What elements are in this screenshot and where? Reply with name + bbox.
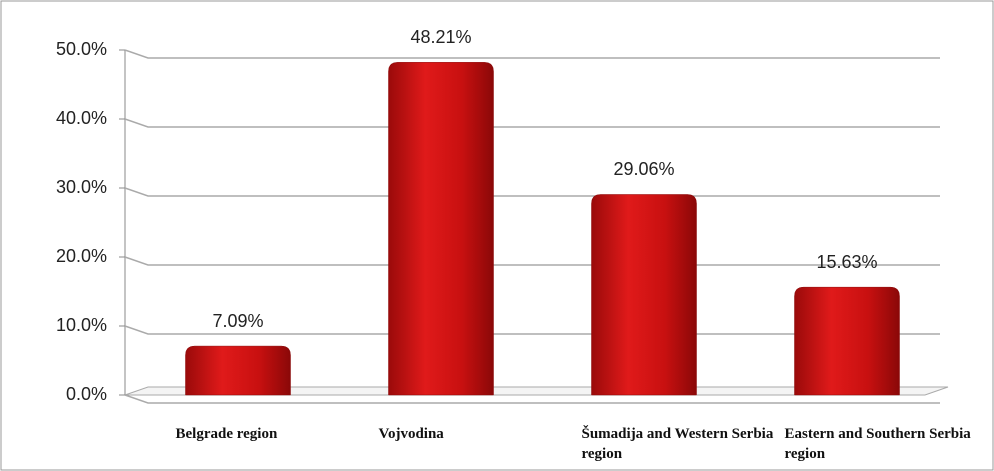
x-tick-label: Eastern and Southern Serbia region bbox=[784, 426, 971, 462]
bar bbox=[185, 345, 291, 396]
grid-line bbox=[124, 394, 940, 404]
bar bbox=[591, 194, 697, 396]
grid-line bbox=[124, 118, 940, 128]
y-tick-label: 0.0% bbox=[66, 384, 107, 404]
x-tick-label: Šumadija and Western Serbia region bbox=[581, 426, 774, 462]
grid-line bbox=[124, 187, 940, 197]
data-label: 48.21% bbox=[410, 27, 471, 47]
y-tick-label: 10.0% bbox=[56, 315, 107, 335]
bar bbox=[794, 286, 900, 396]
bar bbox=[388, 62, 494, 396]
data-label: 15.63% bbox=[816, 252, 877, 272]
x-tick-label: Vojvodina bbox=[378, 426, 444, 442]
data-label: 7.09% bbox=[212, 311, 263, 331]
data-label: 29.06% bbox=[613, 159, 674, 179]
grid-line bbox=[124, 49, 940, 59]
y-tick-label: 40.0% bbox=[56, 108, 107, 128]
y-tick-label: 20.0% bbox=[56, 246, 107, 266]
y-tick-label: 50.0% bbox=[56, 39, 107, 59]
x-tick-label: Belgrade region bbox=[175, 426, 278, 442]
y-tick-label: 30.0% bbox=[56, 177, 107, 197]
